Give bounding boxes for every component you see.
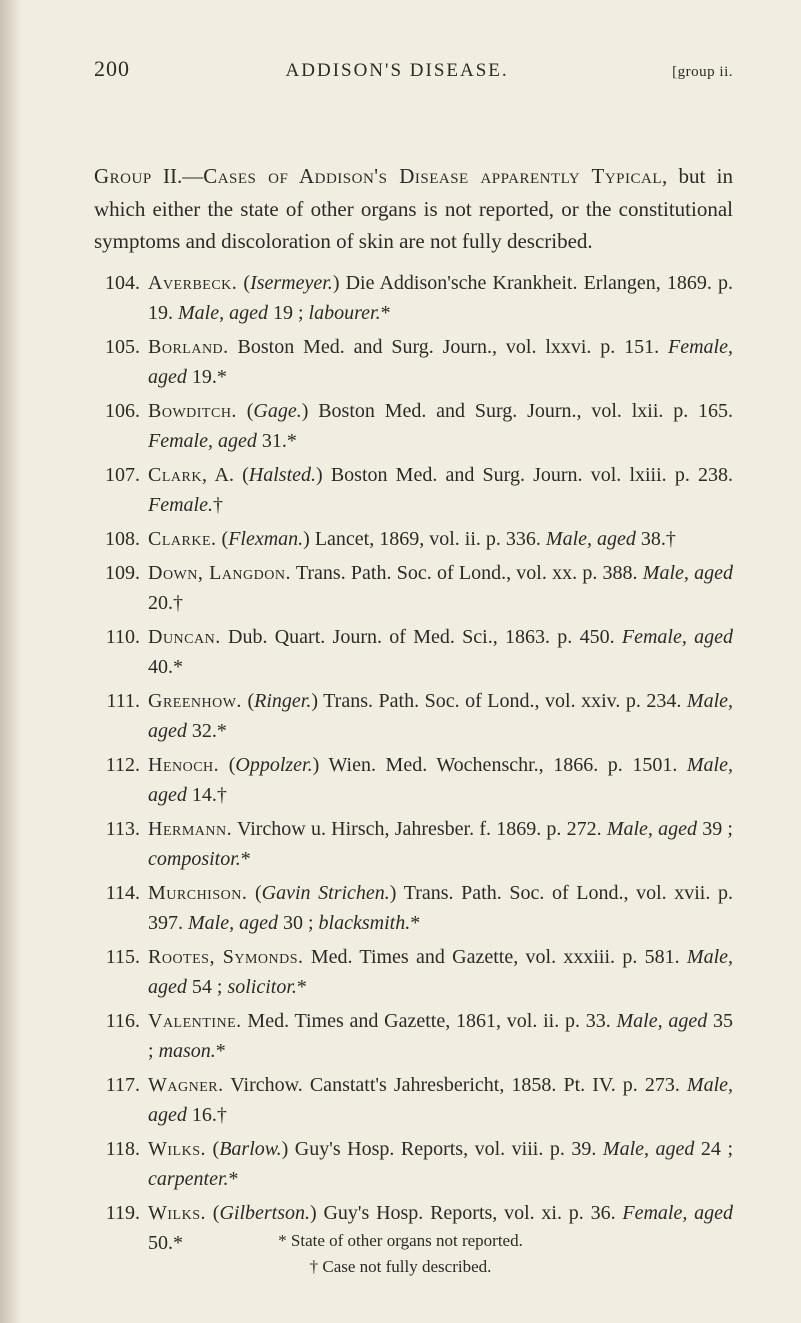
entry: 112.Henoch. (Oppolzer.) Wien. Med. Woche… bbox=[94, 750, 733, 810]
running-header: 200 ADDISON'S DISEASE. [group ii. bbox=[94, 56, 733, 82]
entry-body: Henoch. (Oppolzer.) Wien. Med. Wochensch… bbox=[148, 750, 733, 810]
entry: 111.Greenhow. (Ringer.) Trans. Path. Soc… bbox=[94, 686, 733, 746]
entry-body: Duncan. Dub. Quart. Journ. of Med. Sci.,… bbox=[148, 622, 733, 682]
entry-number: 114. bbox=[94, 878, 148, 938]
entry-number: 112. bbox=[94, 750, 148, 810]
entry-author: Rootes, Symonds. bbox=[148, 946, 304, 968]
entry-number: 117. bbox=[94, 1070, 148, 1130]
entry: 116.Valentine. Med. Times and Gazette, 1… bbox=[94, 1006, 733, 1066]
entry-body: Clark, A. (Halsted.) Boston Med. and Sur… bbox=[148, 460, 733, 520]
entry-body: Clarke. (Flexman.) Lancet, 1869, vol. ii… bbox=[148, 524, 733, 554]
entry: 113.Hermann. Virchow u. Hirsch, Jahresbe… bbox=[94, 814, 733, 874]
entry-author: Down, Langdon. bbox=[148, 562, 291, 584]
heading-cases: Cases of Addison's Disease apparently Ty… bbox=[203, 164, 662, 188]
entry: 117.Wagner. Virchow. Canstatt's Jahresbe… bbox=[94, 1070, 733, 1130]
entry-number: 109. bbox=[94, 558, 148, 618]
entry-body: Wagner. Virchow. Canstatt's Jahresberich… bbox=[148, 1070, 733, 1130]
entry-number: 107. bbox=[94, 460, 148, 520]
heading-roman: II.— bbox=[152, 164, 204, 188]
entry-author: Clark, bbox=[148, 464, 207, 486]
footnote-b: † Case not fully described. bbox=[0, 1254, 801, 1280]
entry-body: Valentine. Med. Times and Gazette, 1861,… bbox=[148, 1006, 733, 1066]
entry-author: Duncan. bbox=[148, 626, 221, 648]
entry-author: Borland. bbox=[148, 336, 229, 358]
entry-body: Averbeck. (Isermeyer.) Die Addison'sche … bbox=[148, 268, 733, 328]
entry-body: Murchison. (Gavin Strichen.) Trans. Path… bbox=[148, 878, 733, 938]
footnotes: * State of other organs not reported. † … bbox=[0, 1228, 801, 1279]
page-number: 200 bbox=[94, 56, 130, 82]
entry-body: Hermann. Virchow u. Hirsch, Jahresber. f… bbox=[148, 814, 733, 874]
entry-body: Greenhow. (Ringer.) Trans. Path. Soc. of… bbox=[148, 686, 733, 746]
entry: 107.Clark, A. (Halsted.) Boston Med. and… bbox=[94, 460, 733, 520]
entry-number: 104. bbox=[94, 268, 148, 328]
entry-author: Wilks. bbox=[148, 1138, 206, 1160]
entry: 114.Murchison. (Gavin Strichen.) Trans. … bbox=[94, 878, 733, 938]
entry: 104.Averbeck. (Isermeyer.) Die Addison's… bbox=[94, 268, 733, 328]
entry: 118.Wilks. (Barlow.) Guy's Hosp. Reports… bbox=[94, 1134, 733, 1194]
entry-body: Wilks. (Barlow.) Guy's Hosp. Reports, vo… bbox=[148, 1134, 733, 1194]
entry-number: 106. bbox=[94, 396, 148, 456]
entry-number: 115. bbox=[94, 942, 148, 1002]
entry-body: Bowditch. (Gage.) Boston Med. and Surg. … bbox=[148, 396, 733, 456]
entry: 109.Down, Langdon. Trans. Path. Soc. of … bbox=[94, 558, 733, 618]
section-heading: Group II.—Cases of Addison's Disease app… bbox=[94, 160, 733, 258]
entry-number: 108. bbox=[94, 524, 148, 554]
entry: 106.Bowditch. (Gage.) Boston Med. and Su… bbox=[94, 396, 733, 456]
entry-body: Rootes, Symonds. Med. Times and Gazette,… bbox=[148, 942, 733, 1002]
entry-author: Clarke. bbox=[148, 528, 217, 550]
entry-number: 111. bbox=[94, 686, 148, 746]
entry-author: Greenhow. bbox=[148, 690, 242, 712]
page-content: 200 ADDISON'S DISEASE. [group ii. Group … bbox=[0, 0, 801, 1323]
entry-author: Averbeck. bbox=[148, 272, 237, 294]
entry-body: Borland. Boston Med. and Surg. Journ., v… bbox=[148, 332, 733, 392]
entry: 115.Rootes, Symonds. Med. Times and Gaze… bbox=[94, 942, 733, 1002]
entry-number: 118. bbox=[94, 1134, 148, 1194]
entry-author: Wagner. bbox=[148, 1074, 224, 1096]
entry-number: 110. bbox=[94, 622, 148, 682]
entry-author: Hermann. bbox=[148, 818, 232, 840]
group-label: [group ii. bbox=[672, 64, 733, 81]
entry: 105.Borland. Boston Med. and Surg. Journ… bbox=[94, 332, 733, 392]
entry-author: Wilks. bbox=[148, 1202, 206, 1224]
entry: 108.Clarke. (Flexman.) Lancet, 1869, vol… bbox=[94, 524, 733, 554]
entry-author: Murchison. bbox=[148, 882, 247, 904]
entry: 110.Duncan. Dub. Quart. Journ. of Med. S… bbox=[94, 622, 733, 682]
entries-list: 104.Averbeck. (Isermeyer.) Die Addison's… bbox=[94, 268, 733, 1258]
entry-body: Down, Langdon. Trans. Path. Soc. of Lond… bbox=[148, 558, 733, 618]
entry-author: Bowditch. bbox=[148, 400, 237, 422]
entry-number: 105. bbox=[94, 332, 148, 392]
footnote-a: * State of other organs not reported. bbox=[0, 1228, 801, 1254]
entry-author: Henoch. bbox=[148, 754, 219, 776]
heading-group: Group bbox=[94, 164, 152, 188]
entry-author: Valentine. bbox=[148, 1010, 242, 1032]
entry-number: 116. bbox=[94, 1006, 148, 1066]
running-title: ADDISON'S DISEASE. bbox=[286, 60, 509, 82]
entry-number: 113. bbox=[94, 814, 148, 874]
